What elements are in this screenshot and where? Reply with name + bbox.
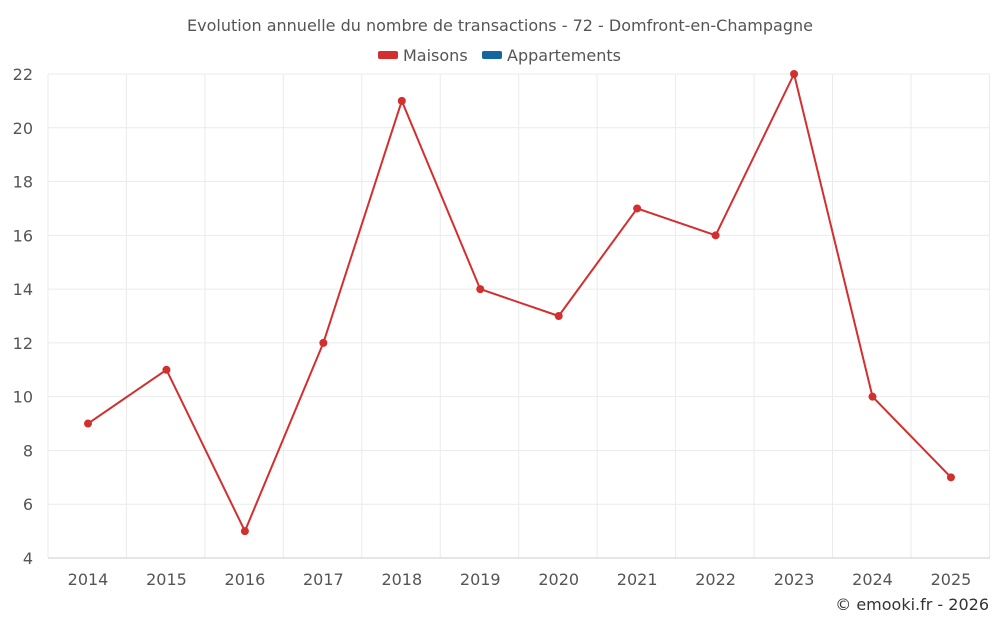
y-tick-label: 12 [13,334,33,353]
data-point-maisons-2021[interactable] [633,204,642,213]
x-tick-label: 2022 [695,570,736,589]
data-point-maisons-2015[interactable] [162,365,171,374]
y-tick-label: 22 [13,65,33,84]
y-tick-label: 20 [13,119,33,138]
y-tick-label: 18 [13,173,33,192]
legend-item-appartements[interactable]: Appartements [482,46,621,65]
y-axis-ticks: 4 6 8 10 12 14 16 18 20 22 [13,65,33,568]
data-point-maisons-2023[interactable] [790,70,799,78]
data-point-maisons-2017[interactable] [319,338,328,347]
y-tick-label: 10 [13,388,33,407]
x-tick-label: 2018 [381,570,422,589]
series-line-maisons [87,73,952,533]
x-tick-label: 2014 [68,570,109,589]
x-axis-ticks: 2014 2015 2016 2017 2018 2019 2020 2021 2022 2023… [68,570,972,589]
y-tick-label: 14 [13,280,33,299]
series-maisons [84,70,955,536]
data-point-maisons-2025[interactable] [946,473,955,482]
x-tick-label: 2017 [303,570,344,589]
x-tick-label: 2021 [617,570,658,589]
x-tick-label: 2015 [146,570,187,589]
data-point-maisons-2014[interactable] [84,419,92,428]
data-point-maisons-2022[interactable] [711,231,720,240]
legend-swatch-maisons [378,51,398,59]
data-point-maisons-2016[interactable] [240,527,249,536]
x-gridlines [47,74,990,558]
legend-label-maisons: Maisons [403,46,468,65]
x-tick-label: 2024 [852,570,893,589]
y-tick-label: 4 [23,549,33,568]
x-tick-label: 2025 [931,570,972,589]
x-tick-label: 2016 [225,570,266,589]
data-point-maisons-2020[interactable] [554,312,563,320]
chart-title: Evolution annuelle du nombre de transact… [187,16,813,35]
y-tick-label: 8 [23,441,33,460]
y-tick-label: 16 [13,226,33,245]
x-tick-label: 2023 [774,570,815,589]
legend: Maisons Appartements [378,46,621,65]
x-tick-label: 2019 [460,570,501,589]
x-tick-label: 2020 [538,570,579,589]
legend-item-maisons[interactable]: Maisons [378,46,468,65]
data-point-maisons-2024[interactable] [868,392,877,401]
data-point-maisons-2019[interactable] [476,285,485,294]
data-point-maisons-2018[interactable] [397,96,406,105]
credit-text: © emooki.fr - 2026 [835,595,989,614]
legend-swatch-appartements [482,51,502,59]
legend-label-appartements: Appartements [507,46,621,65]
y-tick-label: 6 [23,495,33,514]
